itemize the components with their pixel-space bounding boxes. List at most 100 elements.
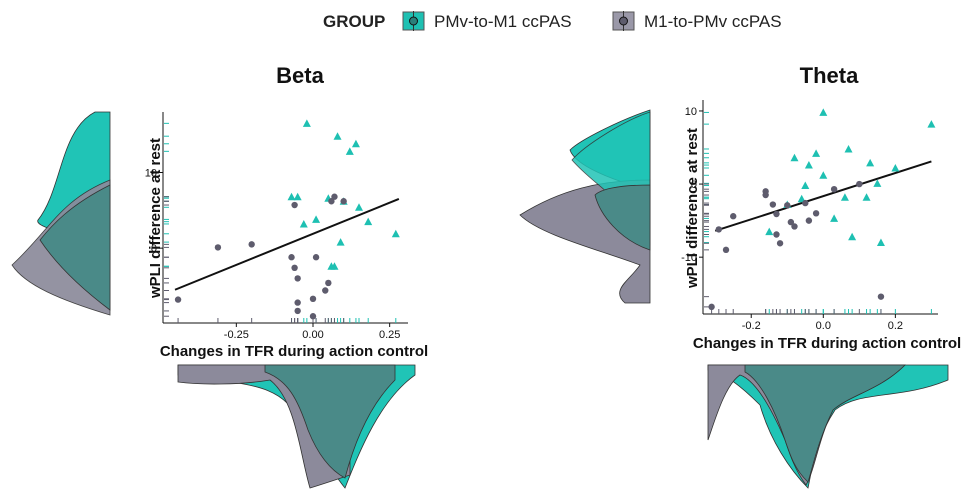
legend-key-teal [402,11,425,31]
legend-label-gray: M1-to-PMv ccPAS [644,12,782,31]
legend-title: GROUP [323,12,385,31]
beta-bottom-density [177,364,416,489]
theta-x-tick-label: 0.0 [816,320,831,332]
beta-x-tick-label: 0.25 [379,329,400,341]
theta-point-pmv-to-m1 [876,238,885,247]
beta-point-pmv-to-m1 [345,147,354,155]
legend-key-gray [612,11,635,31]
beta-y-label: wPLI difference at rest [147,138,164,299]
beta-point-m1-to-pmv [309,295,317,303]
theta-y-tick-label: -10 [681,252,697,264]
beta-point-pmv-to-m1 [355,203,363,211]
theta-point-m1-to-pmv [773,210,780,218]
beta-point-m1-to-pmv [294,307,301,315]
beta-point-pmv-to-m1 [351,139,360,148]
theta-left-density [519,109,651,304]
beta-y-tick-label: 0 [151,243,157,255]
beta-panel: Beta -0.25 0.00 0.25 0 10 Changes in TFR du… [11,63,428,489]
theta-point-m1-to-pmv [773,231,780,238]
theta-panel: Theta -0.2 0.0 0.2 -10 0 10 Changes in TFR d… [519,63,961,489]
beta-point-m1-to-pmv [174,296,182,303]
theta-point-pmv-to-m1 [866,158,875,167]
beta-point-m1-to-pmv [309,313,317,320]
theta-point-m1-to-pmv [791,223,798,230]
beta-point-m1-to-pmv [312,254,320,261]
theta-point-pmv-to-m1 [812,149,821,157]
beta-y-ticks: 0 10 [145,168,163,255]
theta-point-m1-to-pmv [812,210,820,217]
beta-point-m1-to-pmv [288,254,295,261]
theta-point-pmv-to-m1 [830,214,839,222]
beta-point-pmv-to-m1 [299,219,308,228]
theta-point-pmv-to-m1 [804,161,813,169]
beta-point-m1-to-pmv [328,198,335,205]
beta-point-pmv-to-m1 [391,229,400,238]
theta-x-ticks: -0.2 0.0 0.2 [742,314,903,332]
theta-y-tick-label: 10 [685,106,697,118]
theta-point-m1-to-pmv [856,180,863,188]
beta-point-pmv-to-m1 [293,192,302,201]
beta-point-pmv-to-m1 [333,132,342,140]
beta-point-pmv-to-m1 [364,217,373,226]
theta-point-pmv-to-m1 [873,179,882,187]
beta-point-m1-to-pmv [214,244,222,251]
theta-point-m1-to-pmv [769,201,777,208]
theta-point-pmv-to-m1 [790,153,799,162]
theta-point-pmv-to-m1 [844,144,853,153]
theta-point-pmv-to-m1 [927,120,936,128]
theta-point-pmv-to-m1 [840,193,849,201]
theta-x-tick-label: 0.2 [888,320,903,332]
legend: GROUP PMv-to-M1 ccPAS M1-to-PMv ccPAS [323,11,782,31]
beta-x-tick-label: 0.00 [302,329,323,341]
beta-regression-line [174,198,400,291]
theta-x-tick-label: -0.2 [742,320,761,332]
theta-y-label: wPLI difference at rest [684,128,701,289]
theta-point-pmv-to-m1 [819,108,828,116]
beta-point-pmv-to-m1 [330,262,339,270]
beta-x-label: Changes in TFR during action control [160,343,428,360]
theta-point-m1-to-pmv [830,185,838,193]
theta-point-pmv-to-m1 [801,181,810,190]
beta-point-m1-to-pmv [294,275,301,282]
theta-bottom-density [707,364,949,489]
theta-title: Theta [800,63,859,88]
beta-point-m1-to-pmv [248,241,255,248]
legend-label-teal: PMv-to-M1 ccPAS [434,12,572,31]
beta-point-m1-to-pmv [325,279,332,287]
beta-point-m1-to-pmv [291,264,298,272]
beta-left-density [11,111,111,316]
beta-point-m1-to-pmv [331,193,338,200]
theta-point-m1-to-pmv [787,218,795,226]
theta-point-m1-to-pmv [730,213,737,220]
theta-point-pmv-to-m1 [862,193,871,201]
beta-point-pmv-to-m1 [287,192,296,201]
beta-point-m1-to-pmv [340,198,347,205]
theta-point-m1-to-pmv [715,226,723,233]
beta-point-pmv-to-m1 [336,238,345,246]
theta-point-pmv-to-m1 [848,232,857,241]
beta-y-tick-label: 10 [145,168,157,180]
theta-point-m1-to-pmv [708,303,715,311]
theta-point-m1-to-pmv [805,217,813,224]
beta-points [174,119,400,320]
theta-x-label: Changes in TFR during action control [693,335,961,352]
theta-point-pmv-to-m1 [891,163,900,172]
theta-point-pmv-to-m1 [819,171,828,179]
theta-regression-line [714,160,932,232]
theta-point-m1-to-pmv [776,240,784,247]
beta-rugs [164,122,397,323]
theta-y-tick-label: 0 [691,179,697,191]
theta-point-m1-to-pmv [802,199,809,207]
theta-point-m1-to-pmv [762,191,769,199]
beta-title: Beta [276,63,324,88]
theta-points [708,108,936,311]
theta-point-pmv-to-m1 [765,227,774,236]
theta-point-m1-to-pmv [722,246,730,254]
theta-y-ticks: -10 0 10 [681,106,703,264]
beta-point-pmv-to-m1 [312,215,321,223]
beta-point-m1-to-pmv [294,299,301,306]
beta-point-pmv-to-m1 [302,119,311,127]
theta-rugs [704,111,932,314]
beta-x-tick-label: -0.25 [224,329,249,341]
